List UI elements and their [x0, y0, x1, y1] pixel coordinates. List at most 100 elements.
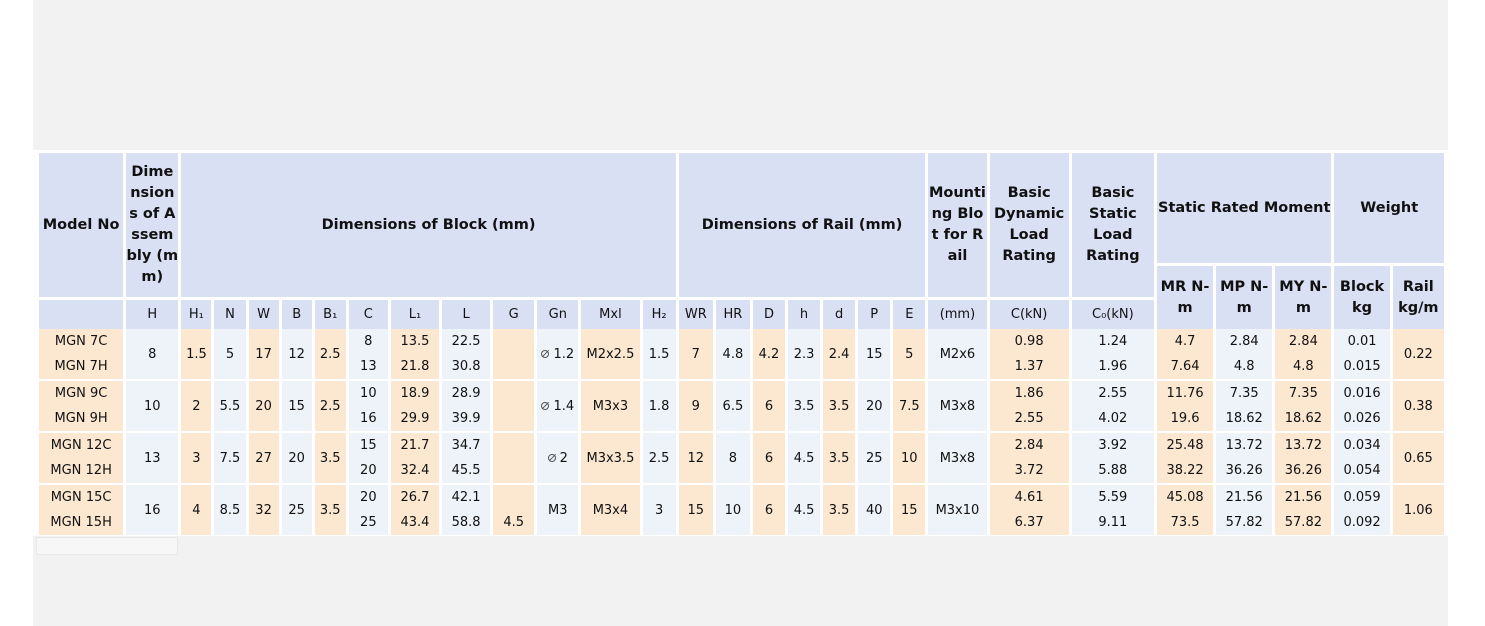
subheader-cell: h — [788, 297, 821, 329]
cell-my: 7.35 — [1275, 379, 1332, 406]
table-row: MGN 15H 25 43.4 58.8 4.5 6.37 9.11 73.5 57.82 57.… — [39, 510, 1444, 535]
cell-d-upper: 6 — [752, 483, 786, 535]
cell-c: 20 — [348, 483, 388, 510]
diameter-icon — [547, 454, 556, 462]
subheader-cell: L — [442, 297, 491, 329]
cell-model: MGN 9C — [39, 379, 124, 406]
header-mp: MP N-m — [1216, 263, 1273, 329]
cell-hr: 8 — [715, 431, 750, 483]
cell-c: 25 — [348, 510, 388, 535]
cell-mp: 7.35 — [1216, 379, 1273, 406]
table-row: MGN 12H 20 32.4 45.5 3.72 5.88 38.22 36.26 36.26… — [39, 458, 1444, 483]
cell-l: 34.7 — [442, 431, 491, 458]
cell-b: 15 — [281, 379, 312, 431]
cell-my: 36.26 — [1275, 458, 1332, 483]
gn-value: 2 — [559, 450, 568, 466]
cell-l1: 29.9 — [390, 406, 439, 431]
cell-l: 22.5 — [442, 329, 491, 354]
cell-static-load: 5.59 — [1071, 483, 1154, 510]
cell-mr: 7.64 — [1156, 354, 1214, 379]
subheader-cell: D — [752, 297, 786, 329]
subheader-model-blank — [39, 297, 124, 329]
subheader-cell: B — [281, 297, 312, 329]
cell-static-load: 4.02 — [1071, 406, 1154, 431]
subheader-cell: P — [858, 297, 891, 329]
subheader-cell: (mm) — [928, 297, 987, 329]
cell-rail-kgm: 1.06 — [1392, 483, 1444, 535]
cell-block-kg: 0.01 — [1334, 329, 1390, 354]
table-row: MGN 15C 16 4 8.5 32 25 3.5 20 26.7 42.1 M3 M3x4 3 15 1… — [39, 483, 1444, 535]
subheader-cell: N — [214, 297, 246, 329]
cell-b1: 2.5 — [314, 329, 346, 379]
cell-dynamic-load: 3.72 — [989, 458, 1069, 483]
cell-b1: 2.5 — [314, 379, 346, 431]
cell-mxl: M2x2.5 — [581, 329, 640, 379]
cell-block-kg: 0.092 — [1334, 510, 1390, 535]
cell-model: MGN 15H — [39, 510, 124, 535]
cell-e: 7.5 — [893, 379, 926, 431]
cell-mxl: M3x3.5 — [581, 431, 640, 483]
cell-hr: 4.8 — [715, 329, 750, 379]
header-my: MY N-m — [1275, 263, 1332, 329]
subheader-cell: C — [348, 297, 388, 329]
cell-my: 2.84 — [1275, 329, 1332, 354]
cell-h2: 3 — [642, 483, 676, 535]
cell-bolt: M3x8 — [928, 431, 987, 483]
subheader-cell: L₁ — [390, 297, 439, 329]
cell-h: 13 — [126, 431, 179, 483]
cell-gn: 1.2 — [537, 329, 579, 379]
cell-static-load: 1.96 — [1071, 354, 1154, 379]
diameter-icon — [541, 350, 550, 358]
subheader-cell: Gn — [537, 297, 579, 329]
cell-h1: 1.5 — [181, 329, 212, 379]
cell-h: 16 — [126, 483, 179, 535]
cell-l: 30.8 — [442, 354, 491, 379]
cell-model: MGN 7C — [39, 329, 124, 354]
cell-e: 15 — [893, 483, 926, 535]
cell-gn: 2 — [537, 431, 579, 483]
cell-block-kg: 0.054 — [1334, 458, 1390, 483]
cell-h-lower: 3.5 — [788, 379, 821, 431]
cell-d-lower: 3.5 — [823, 379, 856, 431]
cell-h2: 1.5 — [642, 329, 676, 379]
cell-d-lower: 2.4 — [823, 329, 856, 379]
table-row: MGN 7C 8 1.5 5 17 12 2.5 8 13.5 22.5 1.2 M2x2.5 1.5 7… — [39, 329, 1444, 379]
cell-b: 20 — [281, 431, 312, 483]
cell-l1: 26.7 — [390, 483, 439, 510]
cell-l: 42.1 — [442, 483, 491, 510]
cell-h: 8 — [126, 329, 179, 379]
cell-g — [493, 379, 535, 406]
cell-h2: 1.8 — [642, 379, 676, 431]
subheader-cell: d — [823, 297, 856, 329]
cell-dynamic-load: 2.84 — [989, 431, 1069, 458]
cell-d-lower: 3.5 — [823, 431, 856, 483]
cell-bolt: M2x6 — [928, 329, 987, 379]
cell-gn: 1.4 — [537, 379, 579, 431]
cell-h1: 3 — [181, 431, 212, 483]
cell-h2: 2.5 — [642, 431, 676, 483]
cell-p: 20 — [858, 379, 891, 431]
subheader-cell: WR — [678, 297, 713, 329]
cell-g — [493, 483, 535, 510]
cell-rail-kgm: 0.38 — [1392, 379, 1444, 431]
cell-n: 8.5 — [214, 483, 246, 535]
cell-e: 5 — [893, 329, 926, 379]
cell-wr: 15 — [678, 483, 713, 535]
cell-g — [493, 431, 535, 458]
subheader-cell: H₂ — [642, 297, 676, 329]
cell-b: 25 — [281, 483, 312, 535]
cell-h1: 4 — [181, 483, 212, 535]
subheader-cell: H₁ — [181, 297, 212, 329]
cell-b1: 3.5 — [314, 483, 346, 535]
cell-b: 12 — [281, 329, 312, 379]
cell-h: 10 — [126, 379, 179, 431]
table-footer-stub — [36, 537, 178, 555]
header-assembly: Dimensions of Assembly (mm) — [126, 153, 179, 297]
cell-dynamic-load: 1.86 — [989, 379, 1069, 406]
cell-block-kg: 0.015 — [1334, 354, 1390, 379]
gn-value: 1.4 — [553, 398, 575, 414]
cell-dynamic-load: 6.37 — [989, 510, 1069, 535]
cell-l: 58.8 — [442, 510, 491, 535]
cell-w: 32 — [248, 483, 279, 535]
cell-l: 45.5 — [442, 458, 491, 483]
